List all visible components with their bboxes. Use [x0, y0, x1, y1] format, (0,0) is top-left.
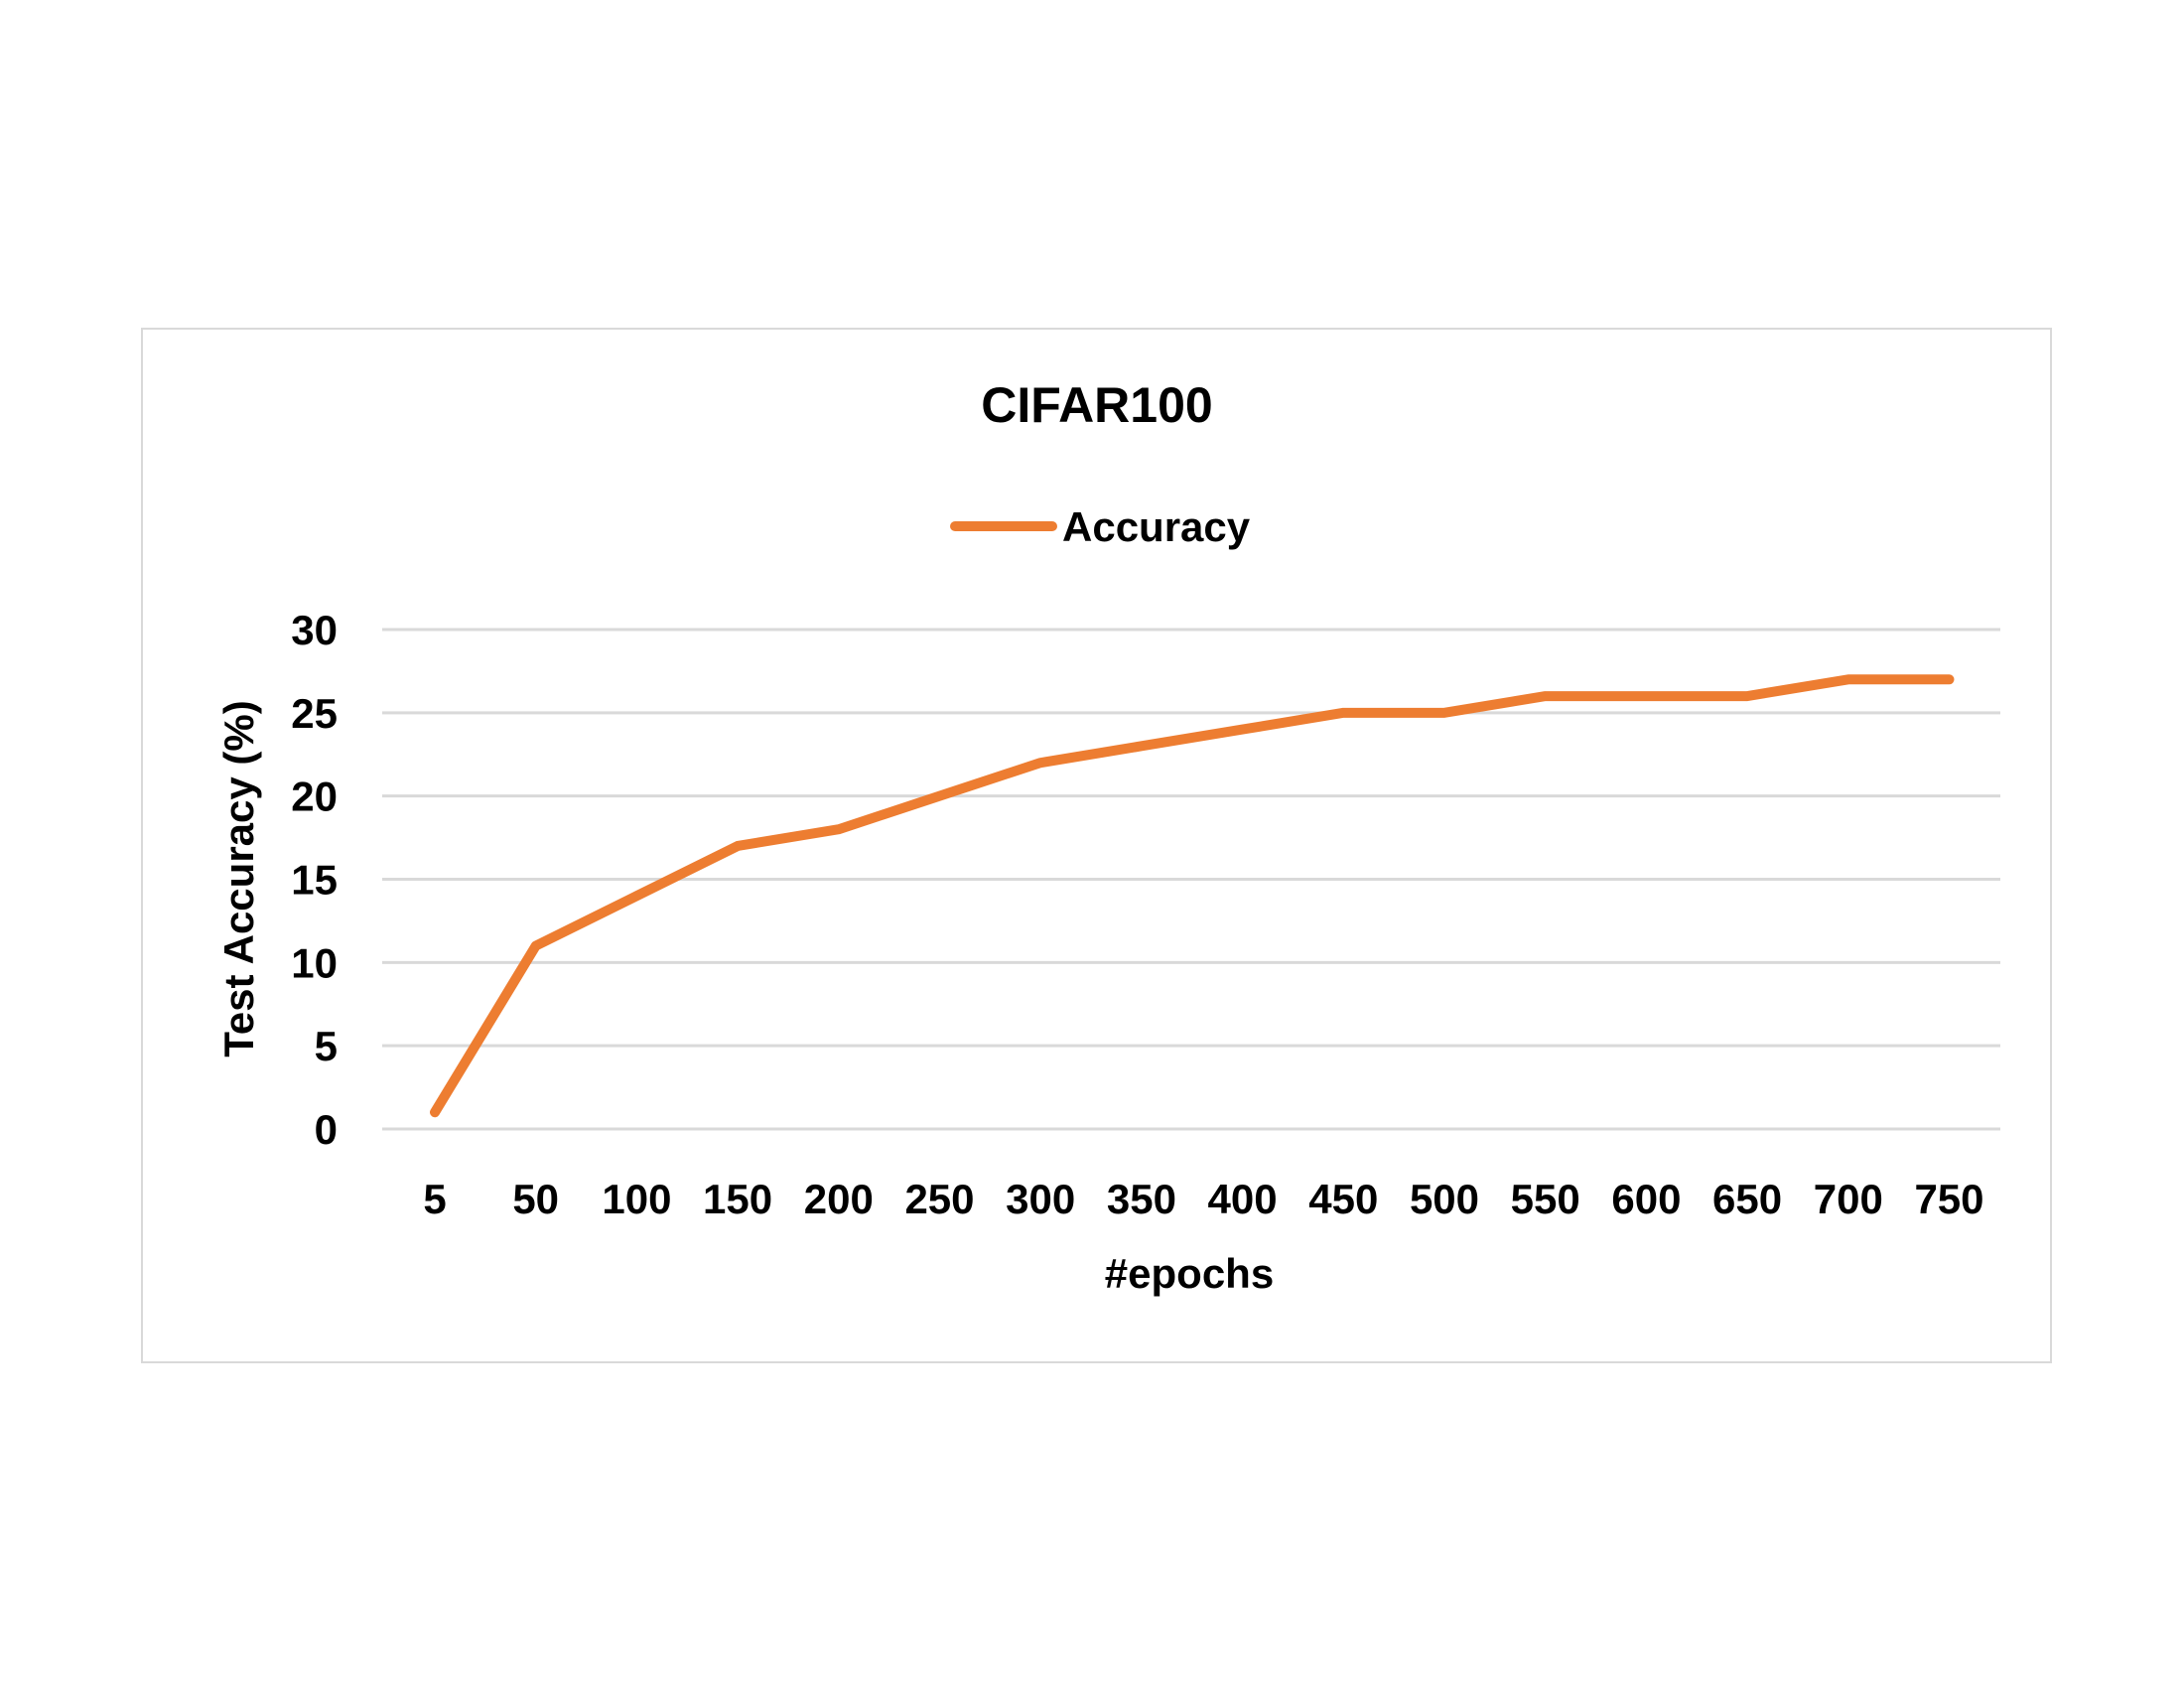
x-tick-label: 650 — [1712, 1176, 1782, 1222]
chart-title: CIFAR100 — [981, 377, 1212, 433]
y-tick-label: 15 — [291, 857, 338, 904]
x-tick-label: 200 — [804, 1176, 874, 1222]
y-axis-label: Test Accuracy (%) — [215, 700, 262, 1056]
x-tick-label: 150 — [703, 1176, 772, 1222]
x-tick-label: 600 — [1611, 1176, 1681, 1222]
legend-label-accuracy: Accuracy — [1062, 503, 1251, 550]
x-axis-ticks: 5 50 100 150 200 250 300 350 400 450 500 550 600 650 7… — [423, 1176, 1983, 1222]
y-tick-label: 0 — [315, 1106, 338, 1153]
y-tick-label: 25 — [291, 690, 338, 737]
x-tick-label: 400 — [1208, 1176, 1278, 1222]
legend: Accuracy — [950, 503, 1251, 550]
x-tick-label: 550 — [1511, 1176, 1580, 1222]
x-tick-label: 250 — [904, 1176, 974, 1222]
x-tick-label: 750 — [1914, 1176, 1983, 1222]
x-tick-label: 350 — [1107, 1176, 1176, 1222]
x-tick-label: 5 — [423, 1176, 446, 1222]
x-tick-label: 450 — [1308, 1176, 1378, 1222]
x-tick-label: 100 — [602, 1176, 671, 1222]
x-tick-label: 700 — [1814, 1176, 1883, 1222]
x-axis-label: #epochs — [1105, 1250, 1274, 1297]
y-tick-label: 5 — [315, 1023, 338, 1069]
y-tick-label: 30 — [291, 607, 338, 653]
y-tick-label: 10 — [291, 939, 338, 986]
x-tick-label: 300 — [1006, 1176, 1075, 1222]
chart-area — [141, 328, 2052, 1363]
series-accuracy — [430, 674, 1955, 1118]
y-tick-label: 20 — [291, 774, 338, 820]
x-tick-label: 500 — [1410, 1176, 1479, 1222]
gridlines — [382, 628, 2000, 1131]
x-tick-label: 50 — [512, 1176, 559, 1222]
series-line-accuracy — [430, 674, 1955, 1118]
y-axis-ticks: 0 5 10 15 20 25 30 — [291, 607, 338, 1153]
